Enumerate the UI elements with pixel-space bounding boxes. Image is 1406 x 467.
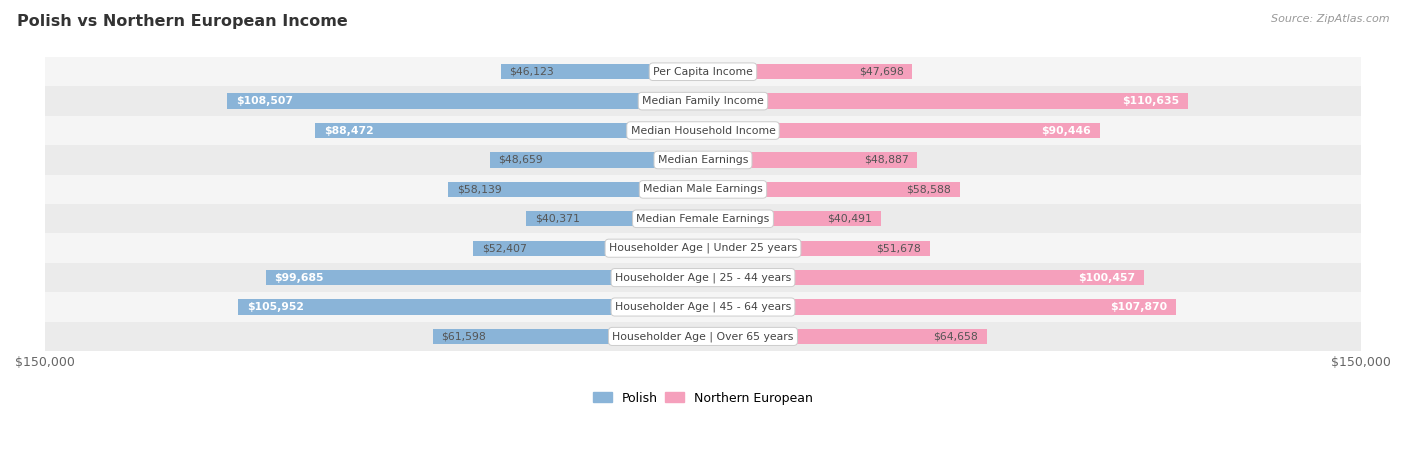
Bar bbox=[501, 64, 703, 79]
Text: $61,598: $61,598 bbox=[441, 332, 486, 341]
Text: Median Earnings: Median Earnings bbox=[658, 155, 748, 165]
Text: Polish vs Northern European Income: Polish vs Northern European Income bbox=[17, 14, 347, 29]
Text: $64,658: $64,658 bbox=[934, 332, 979, 341]
Bar bbox=[526, 211, 703, 226]
Text: Median Female Earnings: Median Female Earnings bbox=[637, 214, 769, 224]
Bar bbox=[45, 234, 1361, 263]
Text: $51,678: $51,678 bbox=[876, 243, 921, 253]
Bar bbox=[449, 182, 703, 197]
Text: Median Family Income: Median Family Income bbox=[643, 96, 763, 106]
Text: $107,870: $107,870 bbox=[1111, 302, 1167, 312]
Text: $48,659: $48,659 bbox=[498, 155, 543, 165]
Text: $58,139: $58,139 bbox=[457, 184, 502, 194]
Text: Median Male Earnings: Median Male Earnings bbox=[643, 184, 763, 194]
Bar bbox=[45, 86, 1361, 116]
Text: Householder Age | Over 65 years: Householder Age | Over 65 years bbox=[612, 331, 794, 342]
Bar bbox=[45, 292, 1361, 322]
Text: $110,635: $110,635 bbox=[1122, 96, 1180, 106]
Text: $40,371: $40,371 bbox=[534, 214, 579, 224]
Bar bbox=[45, 57, 1361, 86]
Bar bbox=[703, 93, 1188, 109]
Bar bbox=[703, 329, 987, 344]
Text: $88,472: $88,472 bbox=[323, 126, 374, 135]
Text: $52,407: $52,407 bbox=[482, 243, 527, 253]
Bar bbox=[45, 116, 1361, 145]
Bar bbox=[703, 241, 929, 256]
Text: Householder Age | 45 - 64 years: Householder Age | 45 - 64 years bbox=[614, 302, 792, 312]
Bar bbox=[433, 329, 703, 344]
Bar bbox=[472, 241, 703, 256]
Text: $100,457: $100,457 bbox=[1078, 273, 1135, 283]
Text: Householder Age | 25 - 44 years: Householder Age | 25 - 44 years bbox=[614, 272, 792, 283]
Bar bbox=[226, 93, 703, 109]
Bar bbox=[703, 299, 1177, 315]
Bar bbox=[703, 64, 912, 79]
Text: $40,491: $40,491 bbox=[827, 214, 872, 224]
Text: $105,952: $105,952 bbox=[247, 302, 304, 312]
Legend: Polish, Northern European: Polish, Northern European bbox=[588, 387, 818, 410]
Text: $48,887: $48,887 bbox=[863, 155, 908, 165]
Bar bbox=[703, 123, 1099, 138]
Bar bbox=[45, 322, 1361, 351]
Bar bbox=[45, 263, 1361, 292]
Bar bbox=[266, 270, 703, 285]
Bar bbox=[45, 175, 1361, 204]
Text: Householder Age | Under 25 years: Householder Age | Under 25 years bbox=[609, 243, 797, 254]
Text: Source: ZipAtlas.com: Source: ZipAtlas.com bbox=[1271, 14, 1389, 24]
Bar bbox=[703, 182, 960, 197]
Bar bbox=[315, 123, 703, 138]
Text: $99,685: $99,685 bbox=[274, 273, 323, 283]
Text: Per Capita Income: Per Capita Income bbox=[652, 67, 754, 77]
Bar bbox=[45, 145, 1361, 175]
Text: $90,446: $90,446 bbox=[1042, 126, 1091, 135]
Bar bbox=[703, 211, 880, 226]
Bar bbox=[45, 204, 1361, 234]
Bar bbox=[703, 152, 918, 168]
Text: $108,507: $108,507 bbox=[236, 96, 292, 106]
Bar bbox=[703, 270, 1143, 285]
Bar bbox=[489, 152, 703, 168]
Bar bbox=[238, 299, 703, 315]
Text: $58,588: $58,588 bbox=[907, 184, 952, 194]
Text: $47,698: $47,698 bbox=[859, 67, 904, 77]
Text: Median Household Income: Median Household Income bbox=[630, 126, 776, 135]
Text: $46,123: $46,123 bbox=[509, 67, 554, 77]
